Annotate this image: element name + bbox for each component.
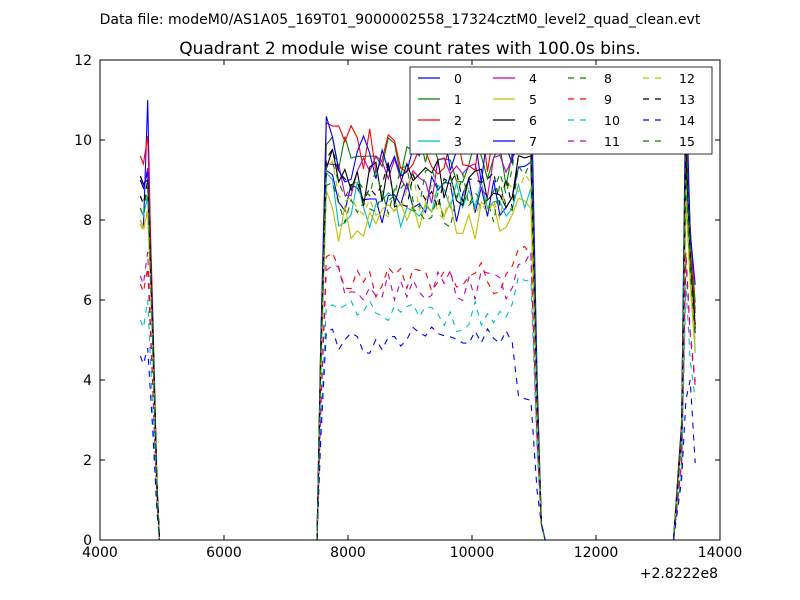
legend-label-15: 15	[679, 134, 695, 149]
legend-label-9: 9	[604, 92, 612, 107]
legend-label-2: 2	[454, 113, 462, 128]
x-tick-label: 8000	[330, 545, 366, 561]
legend-label-1: 1	[454, 92, 462, 107]
legend-label-14: 14	[679, 113, 695, 128]
series-line-0	[139, 99, 696, 540]
series-line-12	[139, 159, 696, 540]
legend-box	[409, 66, 713, 155]
series-line-8	[139, 160, 696, 540]
legend-label-5: 5	[529, 92, 537, 107]
series-line-9	[139, 245, 696, 540]
legend-label-12: 12	[679, 71, 695, 86]
x-tick-label: 6000	[206, 545, 242, 561]
y-tick-label: 2	[83, 453, 92, 469]
series-line-11	[139, 249, 696, 540]
y-tick-label: 8	[83, 213, 92, 229]
series-line-14	[139, 326, 696, 540]
series-line-10	[139, 275, 696, 540]
legend-label-8: 8	[604, 71, 612, 86]
legend-label-10: 10	[604, 113, 620, 128]
x-tick-label: 14000	[698, 545, 743, 561]
legend-label-4: 4	[529, 71, 537, 86]
x-tick-label: 4000	[82, 545, 118, 561]
series-line-4	[139, 143, 696, 540]
x-offset-label: +2.8222e8	[640, 566, 718, 582]
y-tick-label: 4	[83, 373, 92, 389]
series-line-6	[139, 148, 696, 540]
legend-label-7: 7	[529, 134, 537, 149]
legend-label-11: 11	[604, 134, 620, 149]
legend-label-13: 13	[679, 92, 695, 107]
legend-label-0: 0	[454, 71, 462, 86]
series-line-3	[139, 171, 696, 540]
y-tick-label: 12	[74, 53, 92, 69]
series-line-5	[139, 190, 696, 540]
legend-label-3: 3	[454, 134, 462, 149]
series-line-2	[139, 120, 696, 540]
chart-title: Quadrant 2 module wise count rates with …	[179, 39, 640, 59]
series-line-1	[139, 107, 696, 540]
x-tick-label: 10000	[450, 545, 495, 561]
chart-suptitle: Data file: modeM0/AS1A05_169T01_90000025…	[100, 12, 701, 28]
y-tick-label: 10	[74, 133, 92, 149]
series-line-15	[139, 112, 696, 540]
legend-label-6: 6	[529, 113, 537, 128]
y-tick-label: 0	[83, 533, 92, 549]
y-tick-label: 6	[83, 293, 92, 309]
x-tick-label: 12000	[574, 545, 619, 561]
